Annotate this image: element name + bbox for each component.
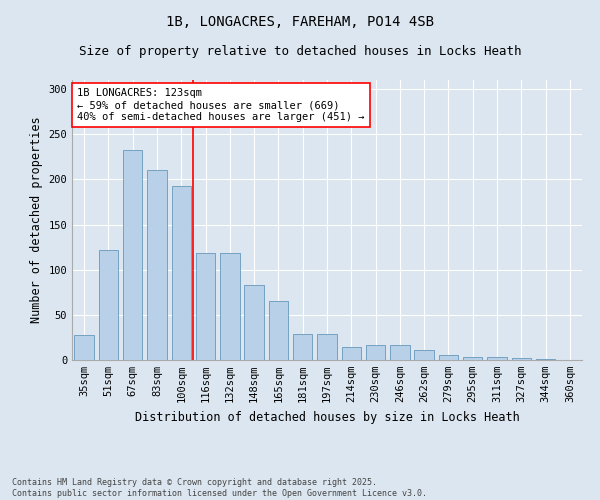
Bar [317, 334, 337, 360]
Bar [439, 354, 458, 360]
Bar [220, 254, 239, 360]
Y-axis label: Number of detached properties: Number of detached properties [30, 116, 43, 324]
Bar [269, 302, 288, 360]
Bar [487, 358, 507, 360]
Text: 1B LONGACRES: 123sqm
← 59% of detached houses are smaller (669)
40% of semi-deta: 1B LONGACRES: 123sqm ← 59% of detached h… [77, 88, 365, 122]
Bar [512, 358, 531, 360]
Bar [244, 285, 264, 360]
Text: Contains HM Land Registry data © Crown copyright and database right 2025.
Contai: Contains HM Land Registry data © Crown c… [12, 478, 427, 498]
Bar [536, 359, 555, 360]
X-axis label: Distribution of detached houses by size in Locks Heath: Distribution of detached houses by size … [134, 410, 520, 424]
Bar [463, 358, 482, 360]
Bar [147, 170, 167, 360]
Bar [293, 334, 313, 360]
Text: Size of property relative to detached houses in Locks Heath: Size of property relative to detached ho… [79, 45, 521, 58]
Bar [366, 344, 385, 360]
Bar [123, 150, 142, 360]
Bar [415, 350, 434, 360]
Bar [99, 250, 118, 360]
Bar [172, 186, 191, 360]
Bar [196, 254, 215, 360]
Bar [74, 334, 94, 360]
Text: 1B, LONGACRES, FAREHAM, PO14 4SB: 1B, LONGACRES, FAREHAM, PO14 4SB [166, 15, 434, 29]
Bar [341, 348, 361, 360]
Bar [390, 344, 410, 360]
